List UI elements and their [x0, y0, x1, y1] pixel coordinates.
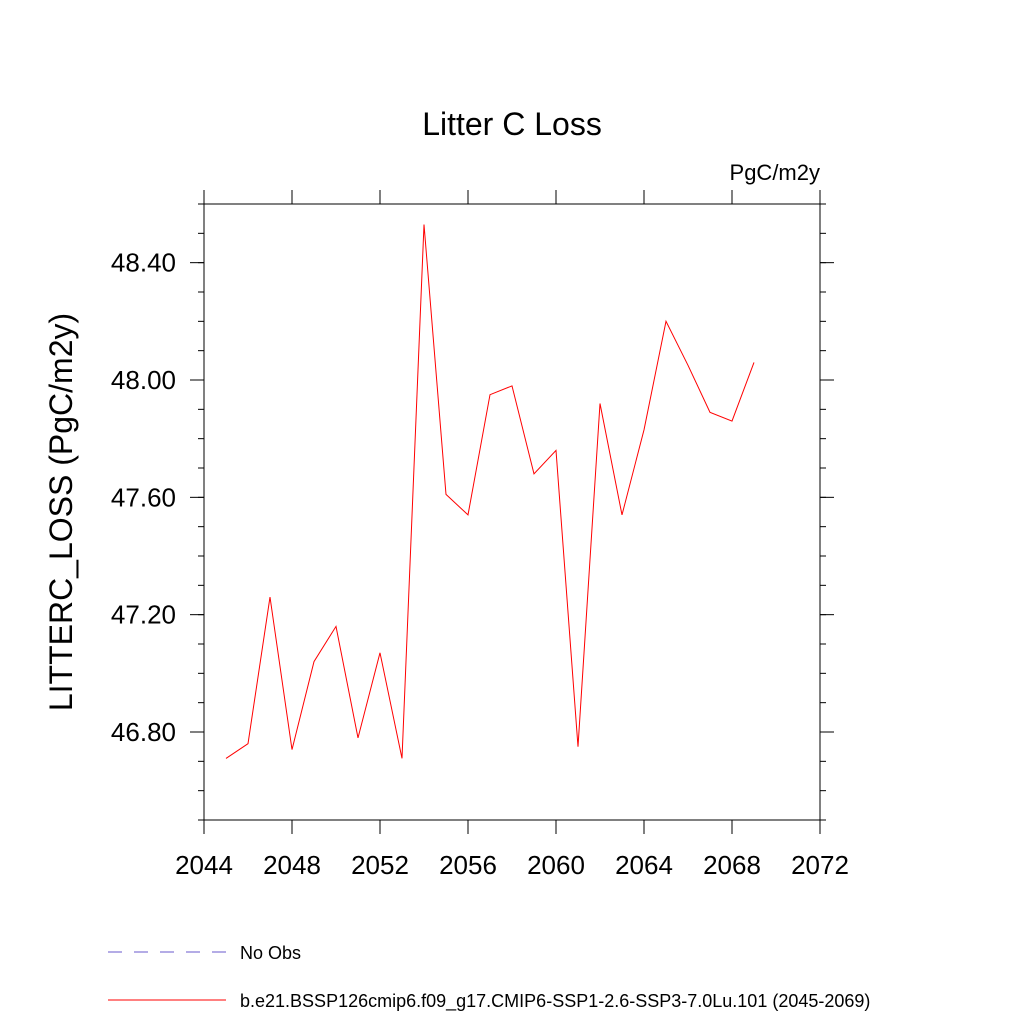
units-label: PgC/m2y — [730, 160, 820, 185]
axis-ticks — [190, 190, 834, 834]
legend-label: No Obs — [240, 943, 301, 963]
x-tick-label: 2048 — [263, 850, 321, 880]
y-tick-labels: 46.80 47.20 47.60 48.00 48.40 — [111, 248, 176, 747]
y-axis-label: LITTERC_LOSS (PgC/m2y) — [43, 313, 79, 711]
x-tick-label: 2068 — [703, 850, 761, 880]
x-tick-label: 2060 — [527, 850, 585, 880]
plot-frame — [203, 203, 821, 821]
x-tick-label: 2052 — [351, 850, 409, 880]
y-tick-label: 47.20 — [111, 600, 176, 630]
y-tick-label: 47.60 — [111, 482, 176, 512]
x-tick-label: 2056 — [439, 850, 497, 880]
x-tick-label: 2072 — [791, 850, 849, 880]
y-tick-label: 46.80 — [111, 717, 176, 747]
y-tick-label: 48.40 — [111, 248, 176, 278]
chart-title: Litter C Loss — [422, 106, 602, 142]
legend: No Obs b.e21.BSSP126cmip6.f09_g17.CMIP6-S… — [108, 943, 870, 1012]
x-tick-label: 2064 — [615, 850, 673, 880]
series-lines — [225, 224, 755, 759]
x-tick-label: 2044 — [175, 850, 233, 880]
series-line-1 — [225, 224, 755, 759]
x-tick-labels: 2044 2048 2052 2056 2060 2064 2068 2072 — [175, 850, 849, 880]
legend-label: b.e21.BSSP126cmip6.f09_g17.CMIP6-SSP1-2.… — [240, 991, 870, 1012]
y-tick-label: 48.00 — [111, 365, 176, 395]
